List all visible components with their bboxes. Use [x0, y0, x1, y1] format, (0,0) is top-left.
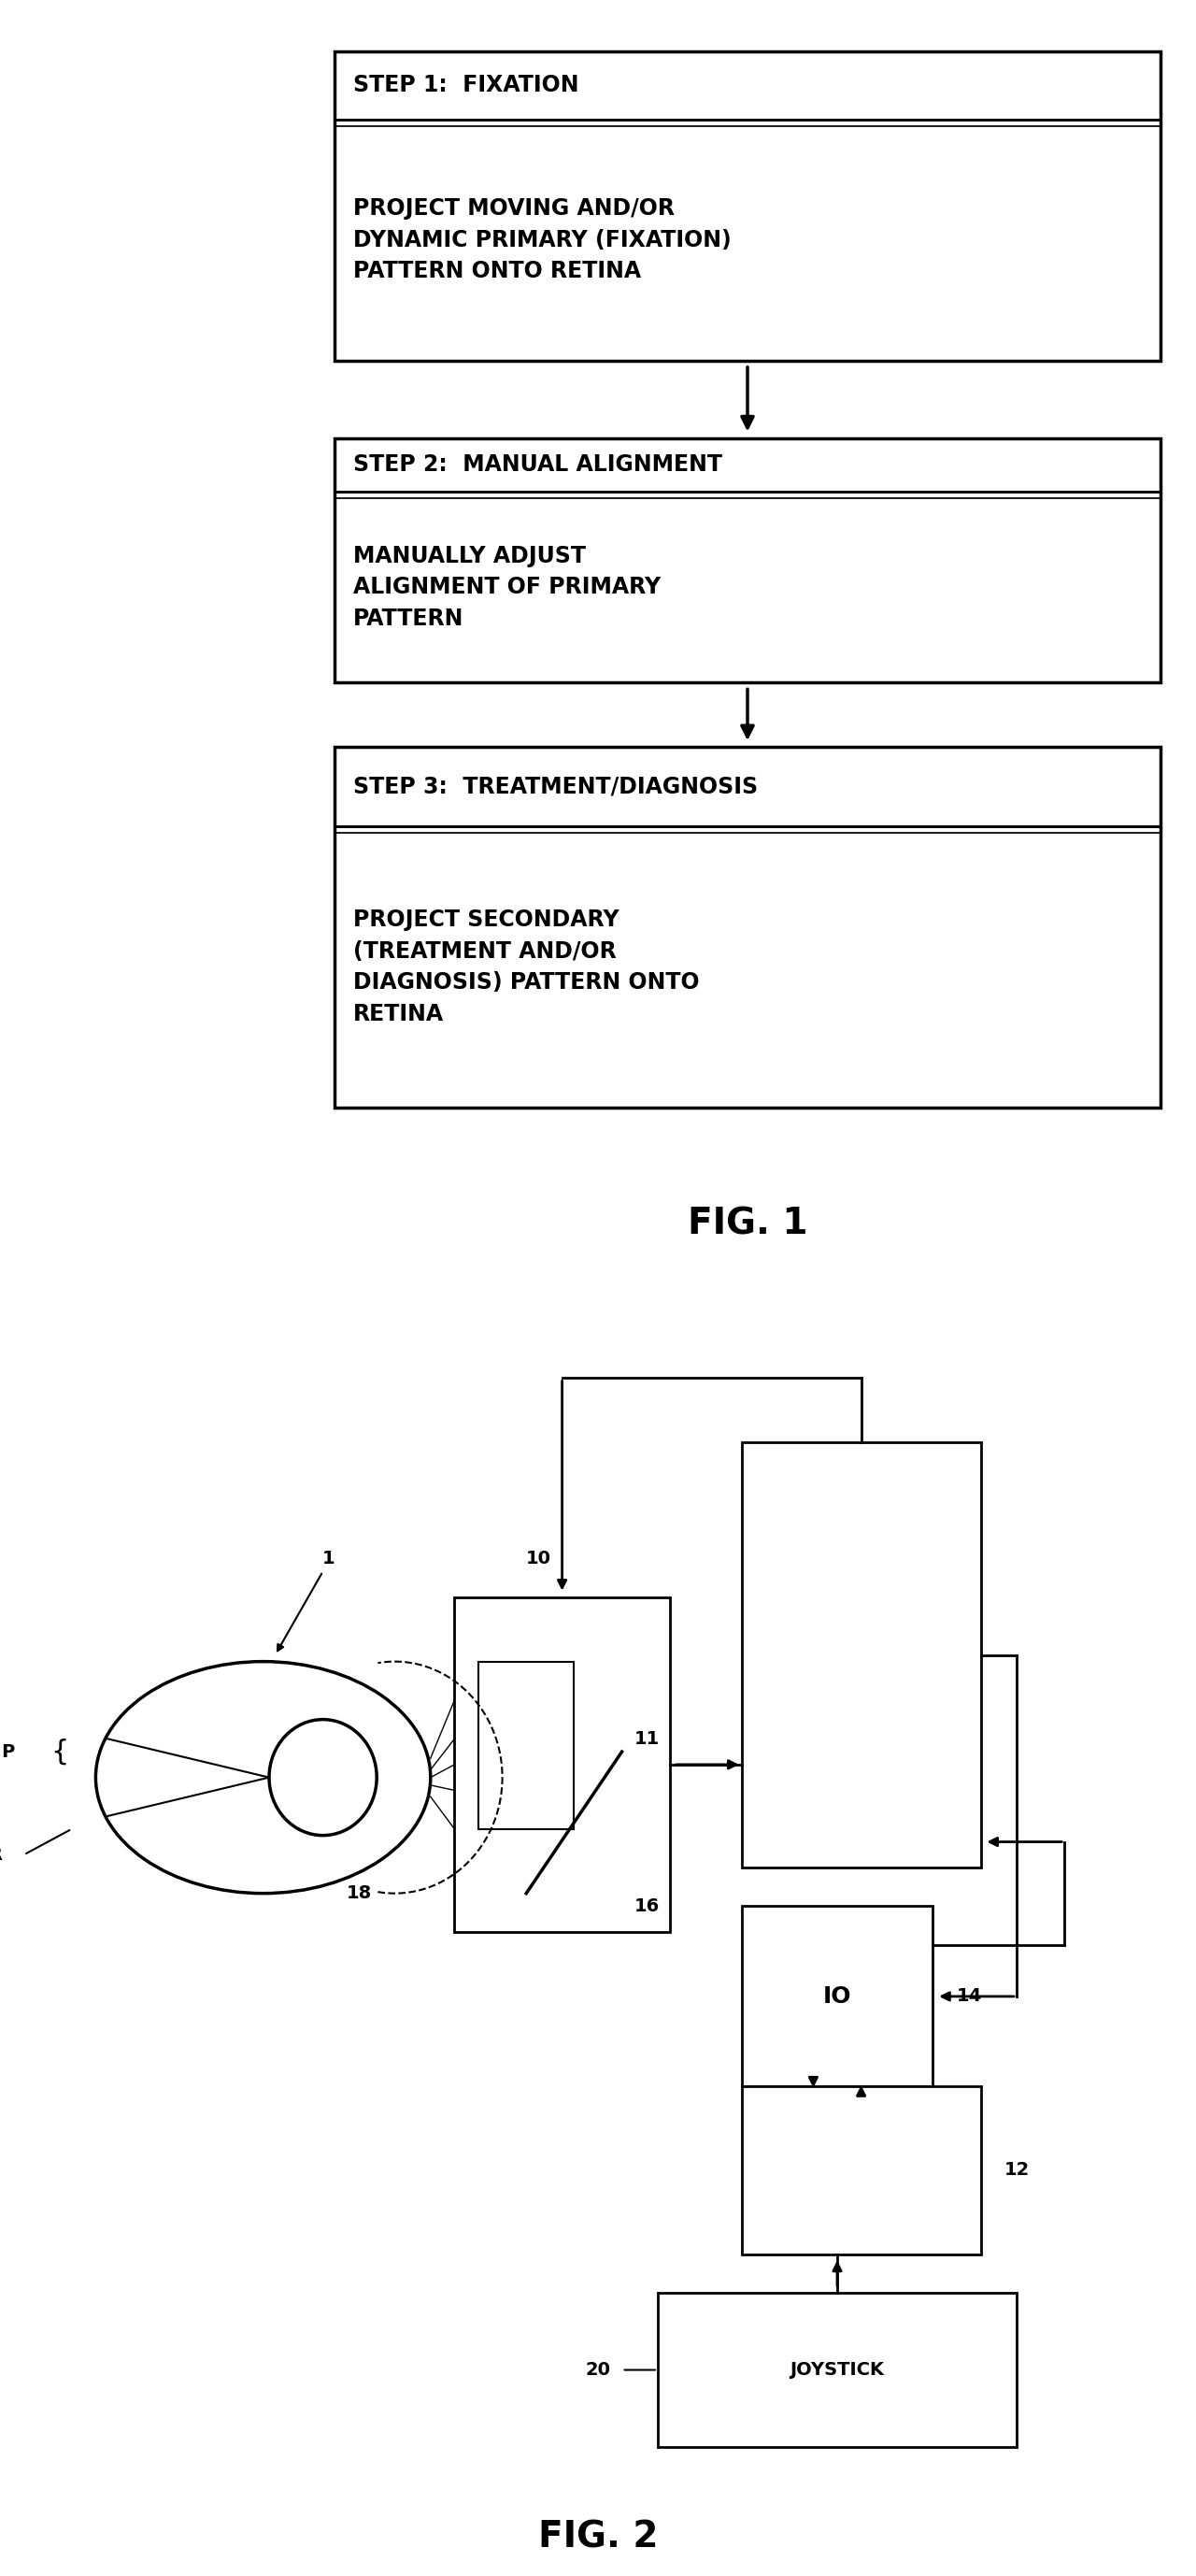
Bar [335, 747, 1160, 1108]
Text: PROJECT MOVING AND/OR
DYNAMIC PRIMARY (FIXATION)
PATTERN ONTO RETINA: PROJECT MOVING AND/OR DYNAMIC PRIMARY (F… [353, 198, 731, 283]
Text: STEP 2:  MANUAL ALIGNMENT: STEP 2: MANUAL ALIGNMENT [353, 453, 722, 477]
Bar [742, 2087, 981, 2254]
Text: 12: 12 [1005, 2161, 1030, 2179]
Bar [478, 1662, 574, 1829]
Text: {: { [50, 1739, 69, 1765]
Text: 20: 20 [585, 2362, 611, 2378]
Bar [742, 1906, 933, 2087]
Text: 11: 11 [634, 1731, 659, 1747]
Bar [454, 1597, 670, 1932]
Bar [335, 52, 1160, 361]
Text: 10: 10 [525, 1551, 551, 1566]
Text: R: R [0, 1847, 2, 1862]
Text: 18: 18 [346, 1886, 372, 1901]
Bar [658, 2293, 1017, 2447]
Text: 16: 16 [634, 1899, 659, 1914]
Text: 1: 1 [323, 1551, 335, 1566]
Text: 14: 14 [957, 1989, 982, 2004]
Text: MANUALLY ADJUST
ALIGNMENT OF PRIMARY
PATTERN: MANUALLY ADJUST ALIGNMENT OF PRIMARY PAT… [353, 544, 660, 629]
Text: S, P: S, P [0, 1744, 16, 1759]
Text: IO: IO [823, 1986, 852, 2007]
Bar [742, 1443, 981, 1868]
Text: STEP 3:  TREATMENT/DIAGNOSIS: STEP 3: TREATMENT/DIAGNOSIS [353, 775, 757, 799]
Text: JOYSTICK: JOYSTICK [791, 2362, 884, 2378]
Bar [335, 438, 1160, 683]
Text: PROJECT SECONDARY
(TREATMENT AND/OR
DIAGNOSIS) PATTERN ONTO
RETINA: PROJECT SECONDARY (TREATMENT AND/OR DIAG… [353, 909, 700, 1025]
Text: FIG. 2: FIG. 2 [538, 2519, 658, 2555]
Text: STEP 1:  FIXATION: STEP 1: FIXATION [353, 75, 579, 98]
Text: FIG. 1: FIG. 1 [688, 1206, 807, 1242]
